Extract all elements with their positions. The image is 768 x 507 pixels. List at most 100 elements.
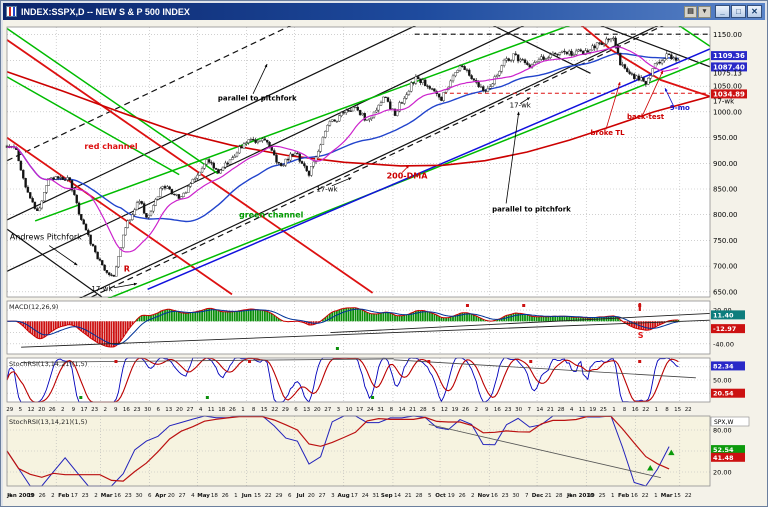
svg-text:1: 1 [655,407,659,413]
svg-text:19: 19 [28,493,35,499]
svg-text:18: 18 [211,493,218,499]
panel-frame [6,357,711,403]
svg-text:4: 4 [568,493,572,499]
svg-text:8: 8 [252,407,256,413]
svg-text:22: 22 [685,407,692,413]
svg-text:26: 26 [222,493,229,499]
price-annotations: Andrews Pitchfork red channel green channe… [10,63,735,293]
svg-text:7: 7 [525,493,529,499]
annotation: parallel to pitchfork [492,206,571,214]
svg-text:2: 2 [94,493,98,499]
toolbar-button-1[interactable]: ▤ [684,5,697,18]
svg-text:82.34: 82.34 [713,362,734,370]
svg-text:19: 19 [588,493,595,499]
svg-text:30: 30 [144,407,151,413]
titlebar[interactable]: INDEX:SSPX,D -- NEW S & P 500 INDEX ▤ ▾ … [3,3,765,20]
svg-text:27: 27 [319,493,326,499]
svg-text:Jan 2010: Jan 2010 [566,493,594,499]
svg-text:26: 26 [462,407,469,413]
svg-text:17: 17 [351,493,358,499]
svg-text:20.00: 20.00 [713,469,732,477]
svg-text:19: 19 [589,407,596,413]
stoch-panel-label: StochRSI(13,14,21)(1,5) [9,360,87,368]
svg-text:26: 26 [49,407,56,413]
window-title: INDEX:SSPX,D -- NEW S & P 500 INDEX [21,6,190,17]
dropdown-icon: ▾ [702,8,707,15]
svg-text:8: 8 [665,407,669,413]
panel-frame [6,415,711,487]
svg-text:27: 27 [187,407,194,413]
svg-text:16: 16 [491,493,498,499]
svg-text:28: 28 [558,407,565,413]
svg-text:20: 20 [314,407,321,413]
chart-canvas[interactable]: S Andrews Pitchfork red channel green chann… [3,20,767,506]
annotation: 9-mo [670,104,690,112]
svg-text:1: 1 [611,493,615,499]
annotation: back-test [627,113,665,121]
svg-text:3: 3 [337,407,341,413]
svg-text:Mar: Mar [661,493,673,499]
svg-text:1050.00: 1050.00 [713,83,742,91]
annotation: 17-wk [510,102,532,110]
up-arrow-icon [647,465,654,471]
svg-text:22: 22 [265,493,272,499]
svg-text:3: 3 [331,493,335,499]
toolbar-button-2[interactable]: ▾ [698,5,711,18]
svg-text:9: 9 [485,407,489,413]
minimize-button[interactable]: _ [715,5,730,18]
annotation: green channel [239,210,304,219]
svg-text:24: 24 [362,493,369,499]
svg-text:-40.00: -40.00 [713,340,734,348]
svg-text:16: 16 [494,407,501,413]
svg-text:Nov: Nov [478,493,490,499]
svg-text:22: 22 [685,493,692,499]
svg-text:52.54: 52.54 [713,446,734,454]
svg-text:Mar: Mar [101,493,113,499]
panel-frame [6,300,711,355]
svg-text:13: 13 [303,407,310,413]
svg-text:28: 28 [416,493,423,499]
svg-text:23: 23 [134,407,141,413]
svg-text:1034.89: 1034.89 [713,90,745,98]
svg-text:28: 28 [556,493,563,499]
svg-text:26: 26 [39,493,46,499]
svg-text:Jun: Jun [241,493,252,499]
svg-text:25: 25 [600,407,607,413]
sell-signal-label: S [638,331,644,340]
svg-text:16: 16 [631,493,638,499]
svg-text:12: 12 [441,407,448,413]
svg-text:20: 20 [176,407,183,413]
svg-text:Apr: Apr [155,493,166,499]
svg-text:-12.97: -12.97 [713,325,736,333]
svg-text:6: 6 [288,493,292,499]
svg-text:11: 11 [579,407,586,413]
svg-text:6: 6 [156,407,160,413]
svg-text:15: 15 [674,493,681,499]
svg-text:5: 5 [19,407,23,413]
annotation: 17-wk [316,186,338,194]
svg-text:26: 26 [229,407,236,413]
macd-panel-label: MACD(12,26,9) [9,303,58,311]
svg-text:4: 4 [199,407,203,413]
weekly-corner-label: SPX,W [714,419,733,426]
svg-text:May: May [197,493,210,499]
svg-text:21: 21 [405,493,412,499]
svg-text:Feb: Feb [618,493,629,499]
svg-text:24: 24 [367,407,374,413]
svg-text:1: 1 [234,493,238,499]
svg-text:50.00: 50.00 [713,377,732,385]
panel-frame [6,26,711,298]
svg-text:21: 21 [409,407,416,413]
margin-annotation: 17-wk [713,98,735,106]
close-button[interactable]: ✕ [747,5,762,18]
svg-text:1150.00: 1150.00 [713,31,742,39]
svg-text:8: 8 [390,407,394,413]
svg-text:20: 20 [38,407,45,413]
svg-text:20: 20 [308,493,315,499]
svg-text:21: 21 [547,407,554,413]
minimize-icon: _ [720,6,725,16]
svg-text:1: 1 [241,407,245,413]
maximize-button[interactable]: □ [731,5,746,18]
svg-text:Jan 2009: Jan 2009 [6,493,34,499]
